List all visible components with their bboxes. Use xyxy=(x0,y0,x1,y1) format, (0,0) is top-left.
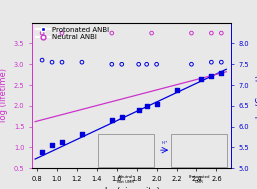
Point xyxy=(145,63,149,66)
Point xyxy=(189,32,194,35)
Point xyxy=(40,59,44,62)
Point xyxy=(80,61,84,64)
Point xyxy=(80,133,84,136)
Point xyxy=(120,63,124,66)
Point xyxy=(209,61,213,64)
Point xyxy=(60,32,64,35)
Y-axis label: log(Count): log(Count) xyxy=(255,73,257,118)
Point xyxy=(50,144,54,147)
Point xyxy=(154,63,159,66)
Bar xyxy=(171,134,227,167)
Point xyxy=(219,72,223,75)
Point xyxy=(154,102,159,105)
Point xyxy=(137,108,141,112)
Point xyxy=(209,74,213,77)
Point xyxy=(40,151,44,154)
Point xyxy=(189,63,194,66)
Point xyxy=(60,61,64,64)
X-axis label: log(viscosity): log(viscosity) xyxy=(104,187,160,189)
Point xyxy=(209,32,213,35)
Point xyxy=(175,88,179,91)
Point xyxy=(150,32,154,35)
Point xyxy=(120,116,124,119)
Point xyxy=(145,104,149,107)
Point xyxy=(199,77,204,80)
Point xyxy=(50,61,54,64)
Text: Protonated
UMR: Protonated UMR xyxy=(188,175,210,184)
Bar xyxy=(98,134,154,167)
Point xyxy=(219,32,223,35)
Point xyxy=(110,32,114,35)
Point xyxy=(60,141,64,144)
Point xyxy=(110,119,114,122)
Text: H$^+$: H$^+$ xyxy=(161,139,168,147)
Y-axis label: log (lifetime): log (lifetime) xyxy=(0,68,8,122)
Point xyxy=(40,32,44,35)
Text: Neutral
Not UMR: Neutral Not UMR xyxy=(117,175,134,184)
Point xyxy=(110,63,114,66)
Legend: Protonated ANBI, Neutral ANBI: Protonated ANBI, Neutral ANBI xyxy=(36,26,110,41)
Point xyxy=(219,61,223,64)
Point xyxy=(137,63,141,66)
